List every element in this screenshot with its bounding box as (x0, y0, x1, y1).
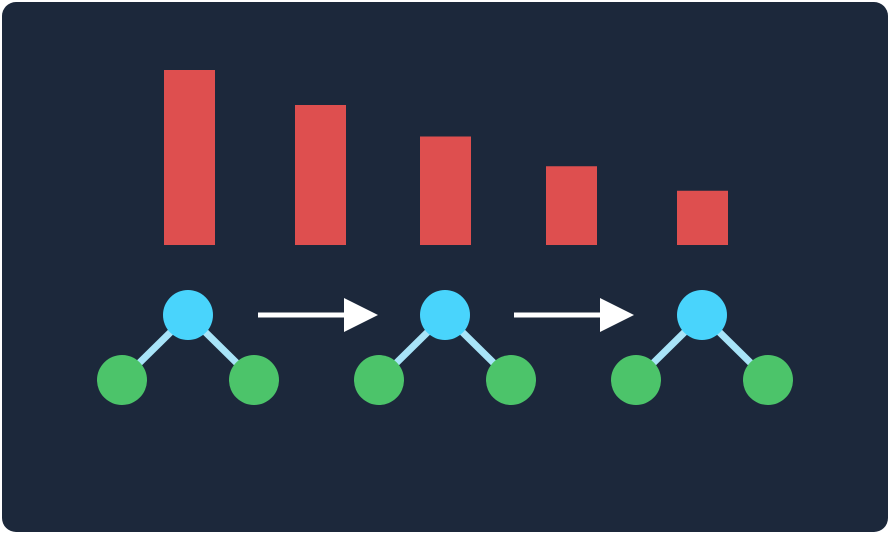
bar-5 (677, 190, 728, 245)
arrows-group (258, 298, 634, 332)
leaf-node-right (229, 355, 279, 405)
root-node (163, 290, 213, 340)
tree-3 (611, 290, 793, 405)
leaf-node-left (354, 355, 404, 405)
leaf-node-left (611, 355, 661, 405)
bar-4 (546, 166, 597, 245)
tree-1 (97, 290, 279, 405)
tree-2 (354, 290, 536, 405)
root-node (420, 290, 470, 340)
arrow-1 (258, 298, 378, 332)
arrow-head (600, 298, 634, 332)
root-node (677, 290, 727, 340)
leaf-node-right (486, 355, 536, 405)
arrow-head (344, 298, 378, 332)
bars-group (164, 70, 728, 245)
bar-1 (164, 70, 215, 245)
leaf-node-right (743, 355, 793, 405)
bar-3 (420, 136, 471, 245)
leaf-node-left (97, 355, 147, 405)
bar-2 (295, 105, 346, 245)
trees-group (97, 290, 793, 405)
arrow-2 (514, 298, 634, 332)
